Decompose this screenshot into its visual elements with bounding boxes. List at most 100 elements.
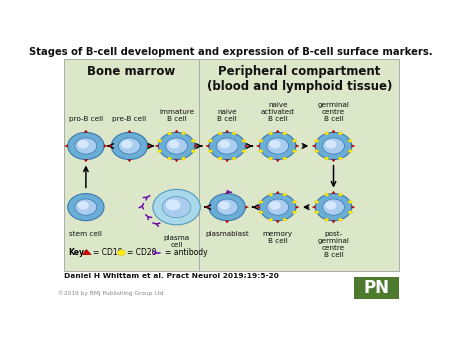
Circle shape (324, 132, 328, 135)
Circle shape (315, 211, 319, 214)
Polygon shape (225, 160, 229, 162)
Polygon shape (276, 160, 279, 162)
Circle shape (338, 132, 342, 135)
Circle shape (77, 201, 89, 210)
Text: post-
germinal
centre
B cell: post- germinal centre B cell (318, 231, 350, 258)
Text: plasma
cell: plasma cell (163, 235, 189, 248)
Circle shape (338, 218, 342, 221)
Circle shape (292, 150, 297, 153)
Polygon shape (296, 145, 299, 147)
Circle shape (168, 157, 171, 160)
Circle shape (270, 201, 281, 210)
Text: immature
B cell: immature B cell (159, 109, 194, 122)
Polygon shape (175, 130, 178, 132)
Circle shape (232, 157, 236, 160)
Polygon shape (128, 130, 131, 132)
Polygon shape (312, 145, 315, 147)
Circle shape (121, 140, 132, 148)
Circle shape (168, 140, 180, 148)
Polygon shape (206, 145, 209, 147)
Circle shape (269, 218, 273, 221)
Polygon shape (195, 145, 198, 147)
Circle shape (270, 140, 281, 148)
Circle shape (181, 132, 185, 135)
Polygon shape (276, 221, 279, 223)
Circle shape (181, 157, 185, 160)
Circle shape (283, 132, 287, 135)
Circle shape (348, 211, 352, 214)
Circle shape (75, 138, 97, 154)
Circle shape (158, 150, 162, 153)
Circle shape (259, 139, 263, 142)
Circle shape (338, 193, 342, 196)
Circle shape (315, 139, 319, 142)
Circle shape (348, 200, 352, 203)
Text: pro-B cell: pro-B cell (69, 116, 103, 122)
Circle shape (269, 132, 273, 135)
Circle shape (219, 201, 230, 210)
Text: ©2019 by BMJ Publishing Group Ltd: ©2019 by BMJ Publishing Group Ltd (58, 290, 163, 296)
Circle shape (158, 132, 195, 160)
Circle shape (283, 193, 287, 196)
Text: stem cell: stem cell (69, 231, 102, 237)
Circle shape (315, 132, 351, 160)
Polygon shape (312, 206, 315, 209)
Circle shape (260, 132, 296, 160)
Circle shape (269, 193, 273, 196)
Text: Key:: Key: (68, 248, 88, 257)
Text: = CD20: = CD20 (127, 248, 157, 257)
Text: naive
activated
B cell: naive activated B cell (261, 102, 295, 122)
FancyBboxPatch shape (355, 277, 399, 299)
FancyBboxPatch shape (64, 59, 400, 271)
Circle shape (283, 157, 287, 160)
Circle shape (166, 138, 188, 154)
Polygon shape (225, 130, 229, 132)
Text: PN: PN (364, 279, 390, 297)
Circle shape (267, 138, 288, 154)
Polygon shape (104, 145, 107, 147)
Circle shape (323, 199, 344, 215)
Polygon shape (128, 160, 131, 162)
Circle shape (315, 194, 351, 221)
Circle shape (209, 194, 245, 221)
Circle shape (315, 150, 319, 153)
Circle shape (260, 194, 296, 221)
Circle shape (267, 199, 288, 215)
Circle shape (158, 139, 162, 142)
Circle shape (324, 193, 328, 196)
Polygon shape (332, 160, 335, 162)
Circle shape (216, 138, 238, 154)
Circle shape (168, 132, 171, 135)
Circle shape (259, 211, 263, 214)
Polygon shape (84, 160, 88, 162)
Polygon shape (245, 206, 248, 209)
Circle shape (259, 200, 263, 203)
Circle shape (209, 132, 245, 160)
Polygon shape (256, 145, 260, 147)
Circle shape (325, 140, 337, 148)
Circle shape (166, 199, 180, 210)
Circle shape (68, 132, 104, 160)
Circle shape (162, 196, 191, 218)
Circle shape (117, 250, 125, 256)
Text: = CD19: = CD19 (93, 248, 122, 257)
Circle shape (208, 150, 212, 153)
Circle shape (153, 189, 200, 225)
Circle shape (68, 194, 104, 221)
Polygon shape (351, 145, 355, 147)
Text: Stages of B-cell development and expression of B-cell surface markers.: Stages of B-cell development and express… (29, 47, 432, 57)
Polygon shape (155, 145, 158, 147)
Polygon shape (148, 145, 151, 147)
Circle shape (208, 139, 212, 142)
Circle shape (191, 150, 195, 153)
Circle shape (219, 140, 230, 148)
Polygon shape (225, 221, 229, 223)
Text: Peripheral compartment
(blood and lymphoid tissue): Peripheral compartment (blood and lympho… (207, 65, 392, 93)
Circle shape (348, 150, 352, 153)
Circle shape (324, 157, 328, 160)
Polygon shape (351, 206, 355, 209)
Polygon shape (332, 191, 335, 194)
Circle shape (242, 150, 246, 153)
Polygon shape (175, 160, 178, 162)
Polygon shape (332, 221, 335, 223)
